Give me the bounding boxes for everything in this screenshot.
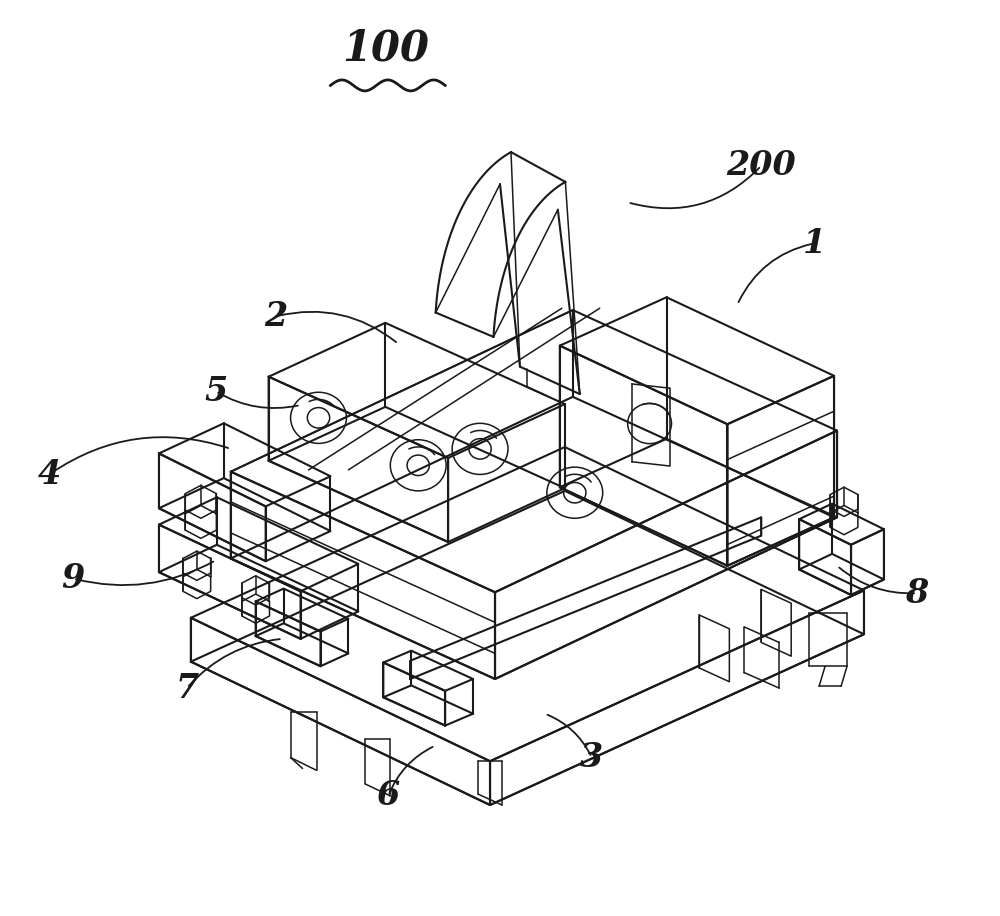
Text: 100: 100 (342, 27, 429, 70)
Text: 2: 2 (264, 300, 287, 333)
Text: 200: 200 (726, 149, 796, 182)
Text: 5: 5 (204, 375, 227, 408)
Text: 3: 3 (580, 741, 603, 774)
Text: 9: 9 (62, 562, 85, 595)
Text: 8: 8 (905, 577, 928, 610)
Text: 6: 6 (377, 780, 400, 812)
Text: 1: 1 (802, 227, 826, 260)
Text: 4: 4 (38, 458, 61, 491)
Text: 7: 7 (175, 671, 198, 704)
